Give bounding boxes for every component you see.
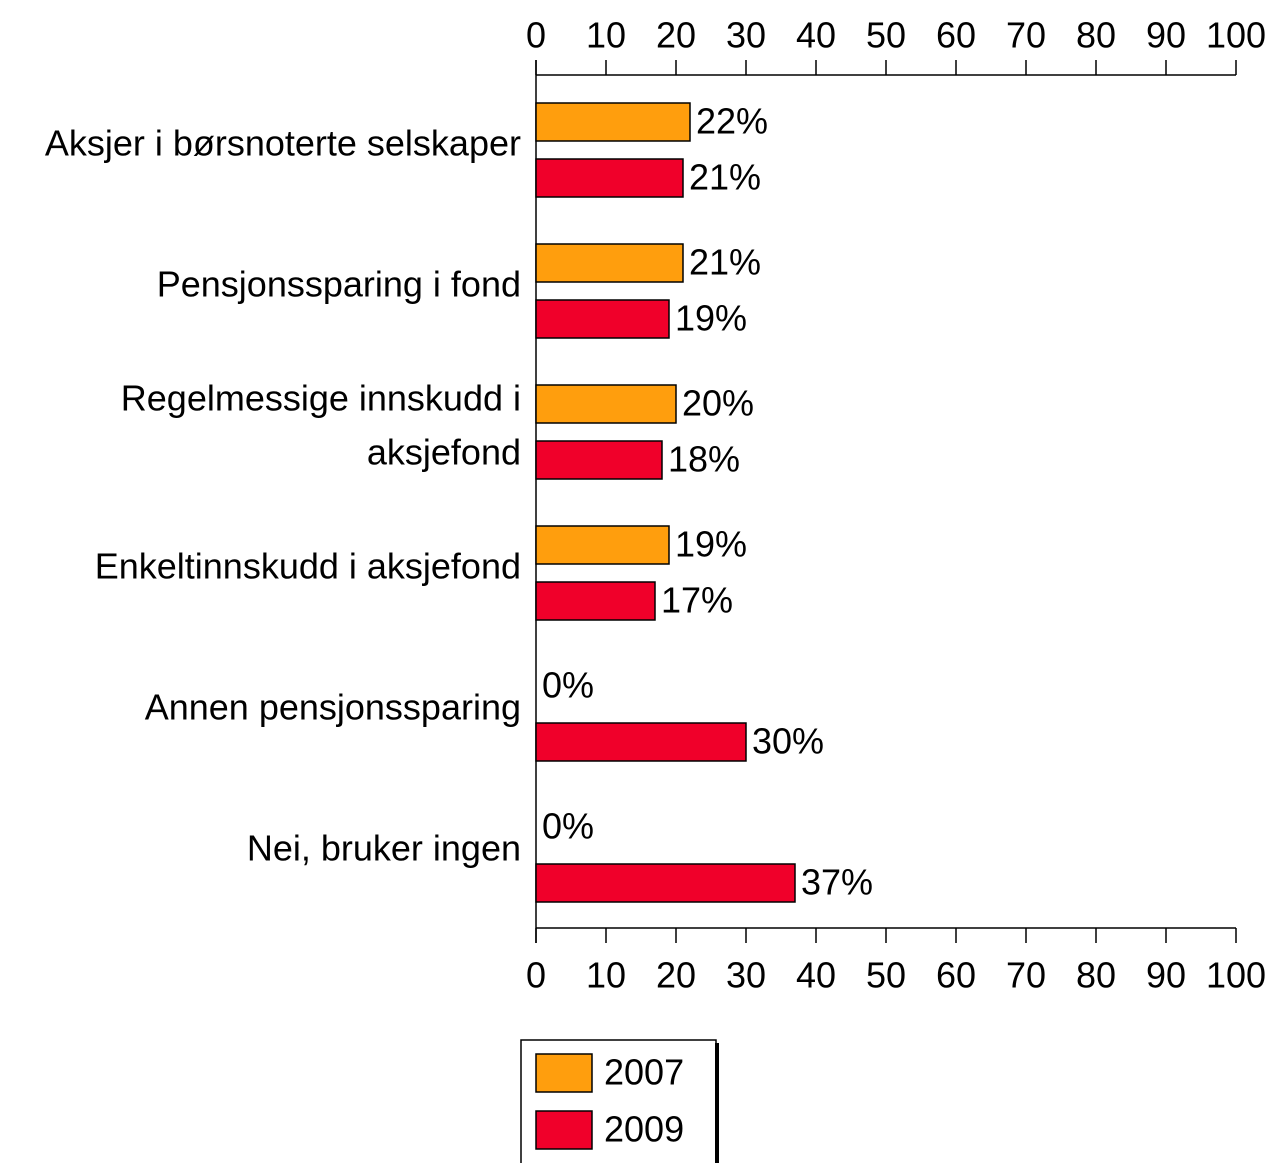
bar [535,158,684,198]
x-tick-label: 40 [796,955,836,996]
legend-swatch [535,1053,593,1093]
x-tick-label: 0 [526,15,546,56]
value-label: 22% [696,101,768,142]
bar [535,722,747,762]
x-tick-label: 70 [1006,955,1046,996]
x-tick-label: 10 [586,955,626,996]
category-label: Enkeltinnskudd i aksjefond [95,545,521,586]
bar [535,525,670,565]
legend-label: 2009 [604,1109,684,1150]
x-tick-label: 20 [656,955,696,996]
category-label: Pensjonssparing i fond [157,263,521,304]
category-label: Regelmessige innskudd i aksjefond [121,377,521,472]
x-tick-label: 30 [726,955,766,996]
value-label: 19% [675,524,747,565]
x-tick-label: 50 [866,955,906,996]
value-label: 21% [689,242,761,283]
category-label: Nei, bruker ingen [247,827,521,868]
value-label: 21% [689,157,761,198]
category-label: Annen pensjonssparing [145,686,521,727]
x-tick-label: 100 [1206,15,1266,56]
legend-label: 2007 [604,1052,684,1093]
x-tick-label: 80 [1076,15,1116,56]
x-tick-label: 20 [656,15,696,56]
x-tick-label: 70 [1006,15,1046,56]
value-label: 17% [661,580,733,621]
bar [535,299,670,339]
x-tick-label: 40 [796,15,836,56]
value-label: 37% [801,862,873,903]
x-tick-label: 90 [1146,955,1186,996]
bar [535,581,656,621]
bar [535,243,684,283]
legend-swatch [535,1110,593,1150]
x-tick-label: 0 [526,955,546,996]
bar [535,384,677,424]
value-label: 20% [682,383,754,424]
x-tick-label: 30 [726,15,766,56]
value-label: 18% [668,439,740,480]
bar [535,440,663,480]
value-label: 30% [752,721,824,762]
x-tick-label: 10 [586,15,626,56]
value-label: 0% [542,806,594,847]
x-tick-label: 100 [1206,955,1266,996]
value-label: 0% [542,665,594,706]
value-label: 19% [675,298,747,339]
x-tick-label: 90 [1146,15,1186,56]
x-tick-label: 60 [936,955,976,996]
category-label: Aksjer i børsnoterte selskaper [45,122,521,163]
x-tick-label: 50 [866,15,906,56]
x-tick-label: 60 [936,15,976,56]
bar [535,102,691,142]
x-tick-label: 80 [1076,955,1116,996]
legend: 2007 2009 [520,1039,719,1163]
bar [535,863,796,903]
